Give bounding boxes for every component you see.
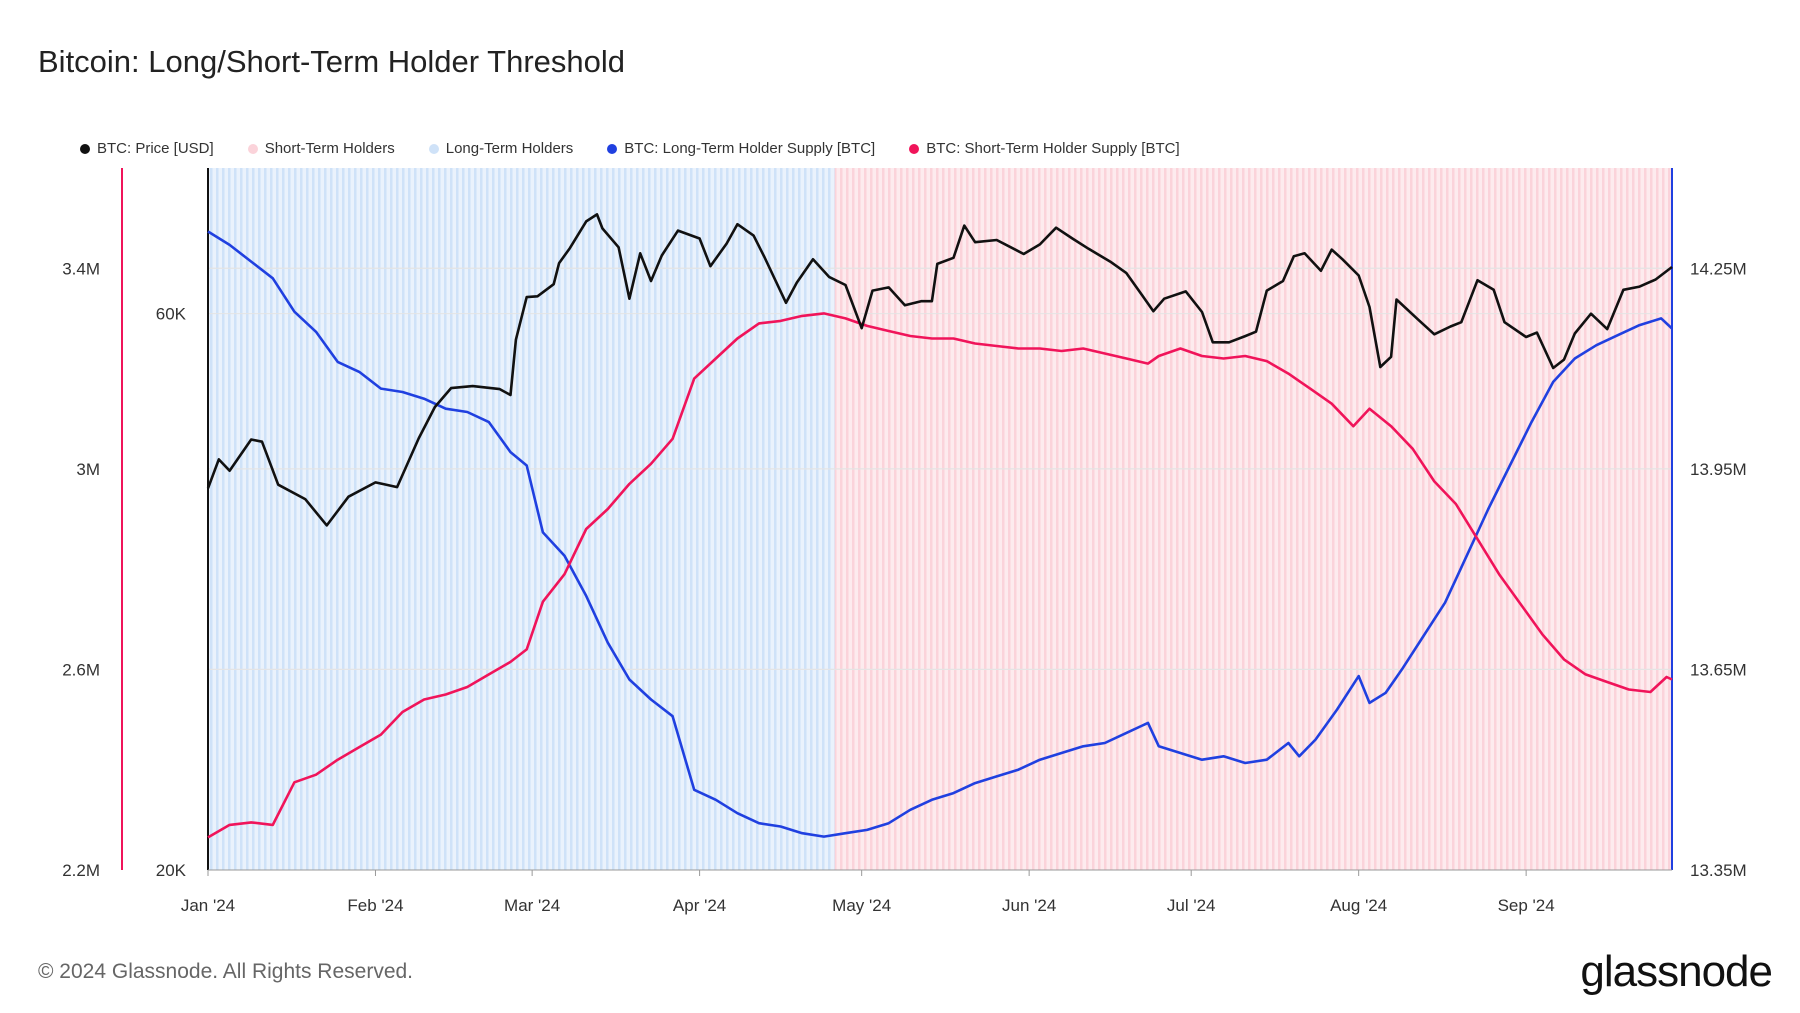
legend-item-lth-supply[interactable]: BTC: Long-Term Holder Supply [BTC] [607, 140, 875, 157]
tick-labels: 2.2M 2.6M 3M 3.4M 20K 60K 13.35M 13.65M 13.95M 14… [62, 259, 1747, 915]
x-tick-Mar '24: Mar '24 [504, 896, 560, 915]
legend-dot-short-term-holders [247, 143, 258, 154]
holder-regions [208, 168, 1672, 870]
lth-tick-14.25M: 14.25M [1690, 259, 1747, 278]
lth-tick-13.65M: 13.65M [1690, 660, 1747, 679]
copyright-footer: © 2024 Glassnode. All Rights Reserved. [38, 960, 414, 983]
legend: BTC: Price [USD] Short-Term Holders Long… [80, 140, 1180, 157]
x-tick-Apr '24: Apr '24 [673, 896, 726, 915]
legend-dot-lth-supply [607, 143, 618, 154]
legend-dot-price [80, 143, 90, 154]
region-short-term-holders [834, 168, 1672, 870]
region-long-term-holders [208, 168, 835, 870]
lth-tick-13.35M: 13.35M [1690, 861, 1747, 880]
lth-tick-13.95M: 13.95M [1690, 460, 1747, 479]
x-tick-Jan '24: Jan '24 [181, 896, 235, 915]
legend-label-sth-supply: BTC: Short-Term Holder Supply [BTC] [926, 140, 1180, 157]
legend-dot-sth-supply [909, 143, 920, 154]
x-tick-Feb '24: Feb '24 [347, 896, 403, 915]
legend-label-short-term-holders: Short-Term Holders [264, 140, 395, 157]
series-line-btc-short-term-holder-supply-btc- [207, 312, 1673, 839]
price-tick-60K: 60K [156, 305, 187, 324]
sth-tick-3.4M: 3.4M [62, 259, 100, 278]
series-lines [206, 213, 1673, 839]
axes [121, 168, 1673, 876]
x-tick-Jul '24: Jul '24 [1167, 896, 1216, 915]
chart-title: Bitcoin: Long/Short-Term Holder Threshol… [38, 44, 625, 79]
x-tick-Jun '24: Jun '24 [1002, 896, 1056, 915]
legend-label-lth-supply: BTC: Long-Term Holder Supply [BTC] [624, 140, 876, 157]
x-tick-May '24: May '24 [832, 896, 891, 915]
x-tick-Sep '24: Sep '24 [1498, 896, 1555, 915]
sth-tick-2.2M: 2.2M [62, 861, 100, 880]
x-tick-Aug '24: Aug '24 [1330, 896, 1387, 915]
sth-tick-3M: 3M [76, 460, 100, 479]
glassnode-logo: glassnode [1580, 947, 1773, 996]
series-line-btc-long-term-holder-supply-btc- [207, 230, 1673, 838]
price-tick-20K: 20K [156, 861, 187, 880]
legend-dot-long-term-holders [428, 143, 439, 154]
legend-item-short-term-holders[interactable]: Short-Term Holders [247, 140, 395, 157]
series-line-btc-price-usd- [206, 213, 1673, 527]
sth-tick-2.6M: 2.6M [62, 660, 100, 679]
legend-label-long-term-holders: Long-Term Holders [445, 140, 574, 157]
legend-label-price: BTC: Price [USD] [97, 140, 214, 157]
legend-item-price[interactable]: BTC: Price [USD] [80, 140, 214, 157]
legend-item-long-term-holders[interactable]: Long-Term Holders [428, 140, 574, 157]
legend-item-sth-supply[interactable]: BTC: Short-Term Holder Supply [BTC] [909, 140, 1180, 157]
